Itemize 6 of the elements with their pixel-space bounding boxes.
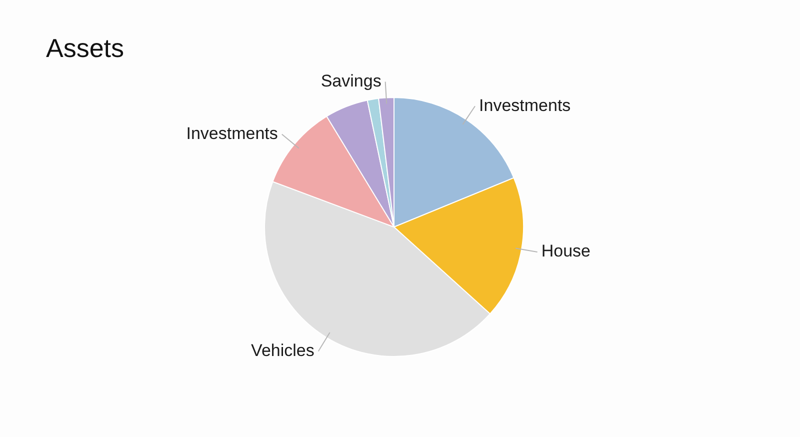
slice-label: Savings [320, 71, 382, 90]
chart-title: Assets [46, 33, 124, 64]
slice-label: House [541, 242, 590, 261]
slice-label: Investments [186, 124, 278, 143]
slice-label: Vehicles [251, 340, 314, 360]
slice-label: Investments [479, 96, 571, 115]
